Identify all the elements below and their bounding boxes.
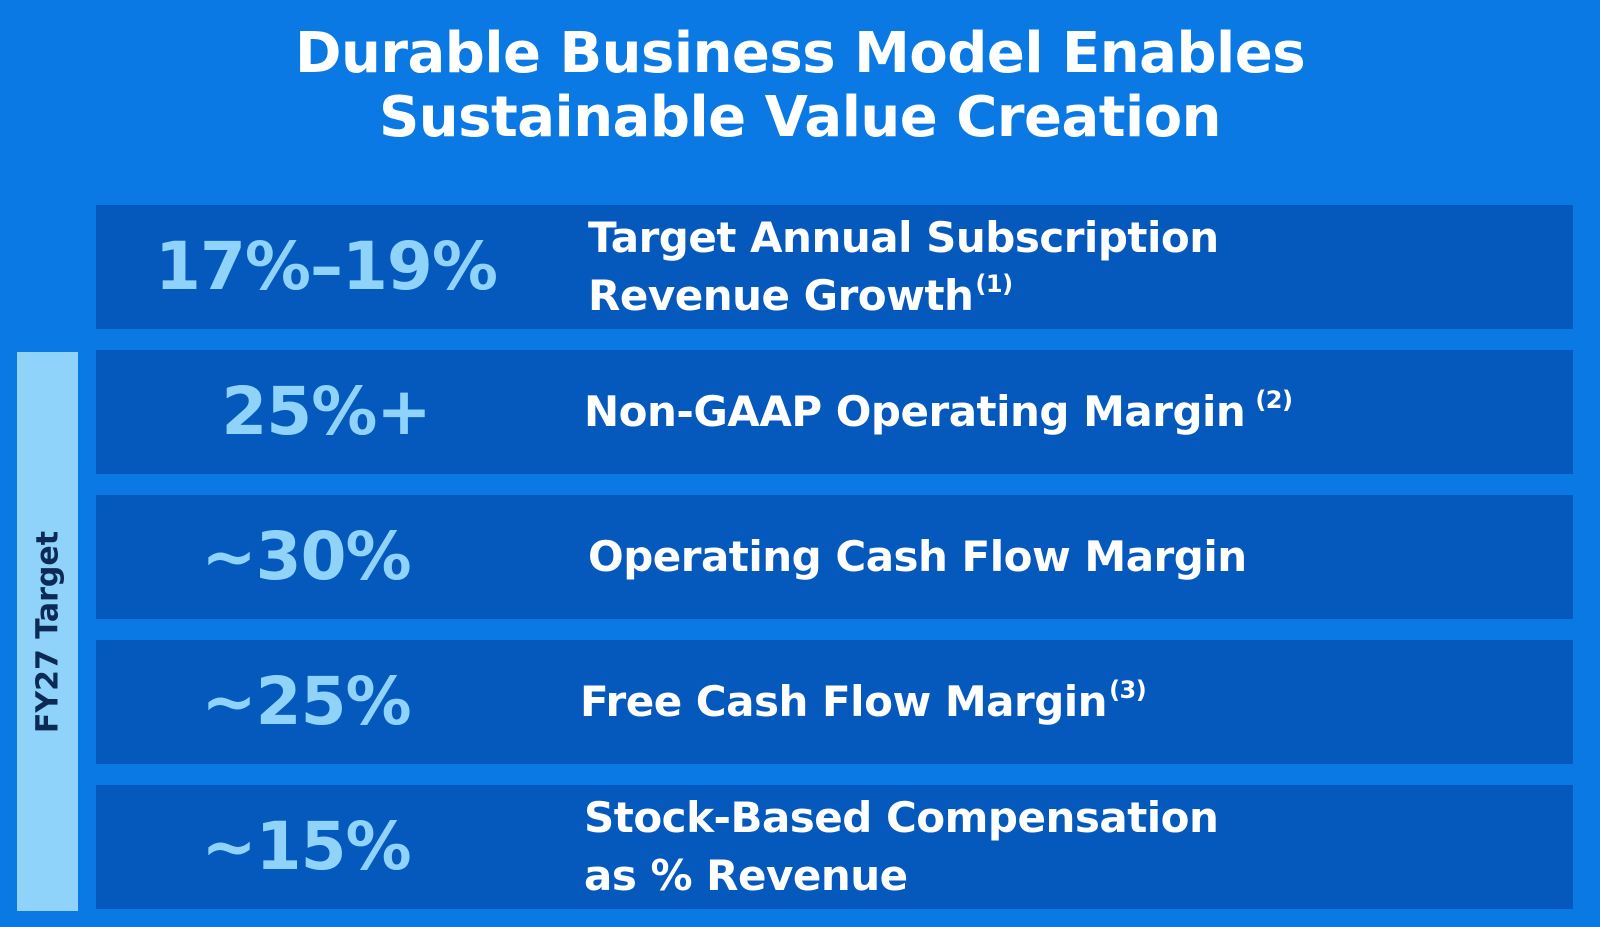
metric-label: Operating Cash Flow Margin [588, 495, 1548, 619]
footnote-marker: (2) [1255, 386, 1293, 414]
fy27-target-tab: FY27 Target [17, 352, 78, 911]
metric-label-line-2: as % Revenue [584, 851, 908, 900]
metric-label: Stock-Based Compensation as % Revenue [584, 785, 1544, 909]
metric-label-line-1: Operating Cash Flow Margin [588, 532, 1247, 581]
footnote-marker: (1) [975, 270, 1013, 298]
metric-value: 17%–19% [155, 228, 498, 305]
metric-value: ~15% [201, 808, 411, 885]
title-line-1: Durable Business Model Enables [294, 21, 1306, 86]
page-title: Durable Business Model Enables Sustainab… [0, 22, 1600, 150]
metric-label-line-1: Free Cash Flow Margin(3) [580, 673, 1540, 731]
metric-label-line-1: Stock-Based Compensation [584, 793, 1219, 842]
metric-label-line-1-text: Free Cash Flow Margin [580, 677, 1108, 726]
metric-label-line-1: Target Annual Subscription [588, 213, 1219, 262]
metric-label: Non-GAAP Operating Margin (2) [584, 350, 1544, 474]
metric-row-stock-based-compensation: ~15% Stock-Based Compensation as % Reven… [96, 785, 1573, 909]
metric-label-line-2-text: Revenue Growth [588, 271, 974, 320]
metric-label-line-1-text: Non-GAAP Operating Margin [584, 387, 1246, 436]
metric-label: Free Cash Flow Margin(3) [580, 640, 1540, 764]
title-line-2: Sustainable Value Creation [378, 85, 1222, 150]
metric-value: ~25% [201, 663, 411, 740]
metric-row-operating-margin: 25%+ Non-GAAP Operating Margin (2) [96, 350, 1573, 474]
metric-row-operating-cash-flow: ~30% Operating Cash Flow Margin [96, 495, 1573, 619]
metric-label-line-1: Non-GAAP Operating Margin (2) [584, 383, 1544, 441]
metric-row-subscription-growth: 17%–19% Target Annual Subscription Reven… [96, 205, 1573, 329]
fy27-target-label: FY27 Target [30, 530, 65, 733]
metric-label-line-2: Revenue Growth(1) [588, 267, 1548, 325]
footnote-marker: (3) [1109, 676, 1147, 704]
metric-label: Target Annual Subscription Revenue Growt… [588, 205, 1548, 329]
metric-value: 25%+ [221, 373, 431, 450]
metric-row-free-cash-flow: ~25% Free Cash Flow Margin(3) [96, 640, 1573, 764]
metric-value: ~30% [201, 518, 411, 595]
